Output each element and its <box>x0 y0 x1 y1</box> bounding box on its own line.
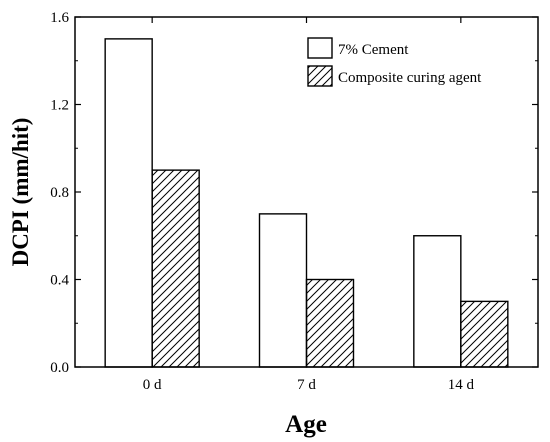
legend-label: Composite curing agent <box>338 70 482 86</box>
bar-cement <box>413 235 462 368</box>
bar-composite-curing-agent <box>151 169 200 368</box>
legend-label: 7% Cement <box>338 42 409 58</box>
bars-group <box>104 38 509 368</box>
x-axis: 0 d 7 d 14 d <box>143 17 475 393</box>
y-tick-label: 0.8 <box>50 185 69 201</box>
bar-cement <box>258 213 308 368</box>
x-tick-label: 7 d <box>297 377 316 393</box>
x-tick-label: 0 d <box>143 377 162 393</box>
y-tick-label: 1.6 <box>50 10 69 26</box>
y-axis-title: DCPI (mm/hit) <box>8 118 33 267</box>
y-axis: 0.0 0.4 0.8 1.2 1.6 <box>50 10 538 376</box>
bar-composite-curing-agent <box>460 300 509 368</box>
legend-swatch <box>307 65 333 87</box>
x-axis-title: Age <box>285 411 327 438</box>
y-tick-label: 0.4 <box>50 273 69 289</box>
y-tick-label: 0.0 <box>50 360 69 376</box>
legend: 7% Cement Composite curing agent <box>307 37 482 87</box>
x-tick-label: 14 d <box>448 377 475 393</box>
y-tick-label: 1.2 <box>50 98 69 114</box>
legend-swatch <box>307 37 333 59</box>
bar-composite-curing-agent <box>305 278 355 368</box>
bar-cement <box>104 38 153 368</box>
